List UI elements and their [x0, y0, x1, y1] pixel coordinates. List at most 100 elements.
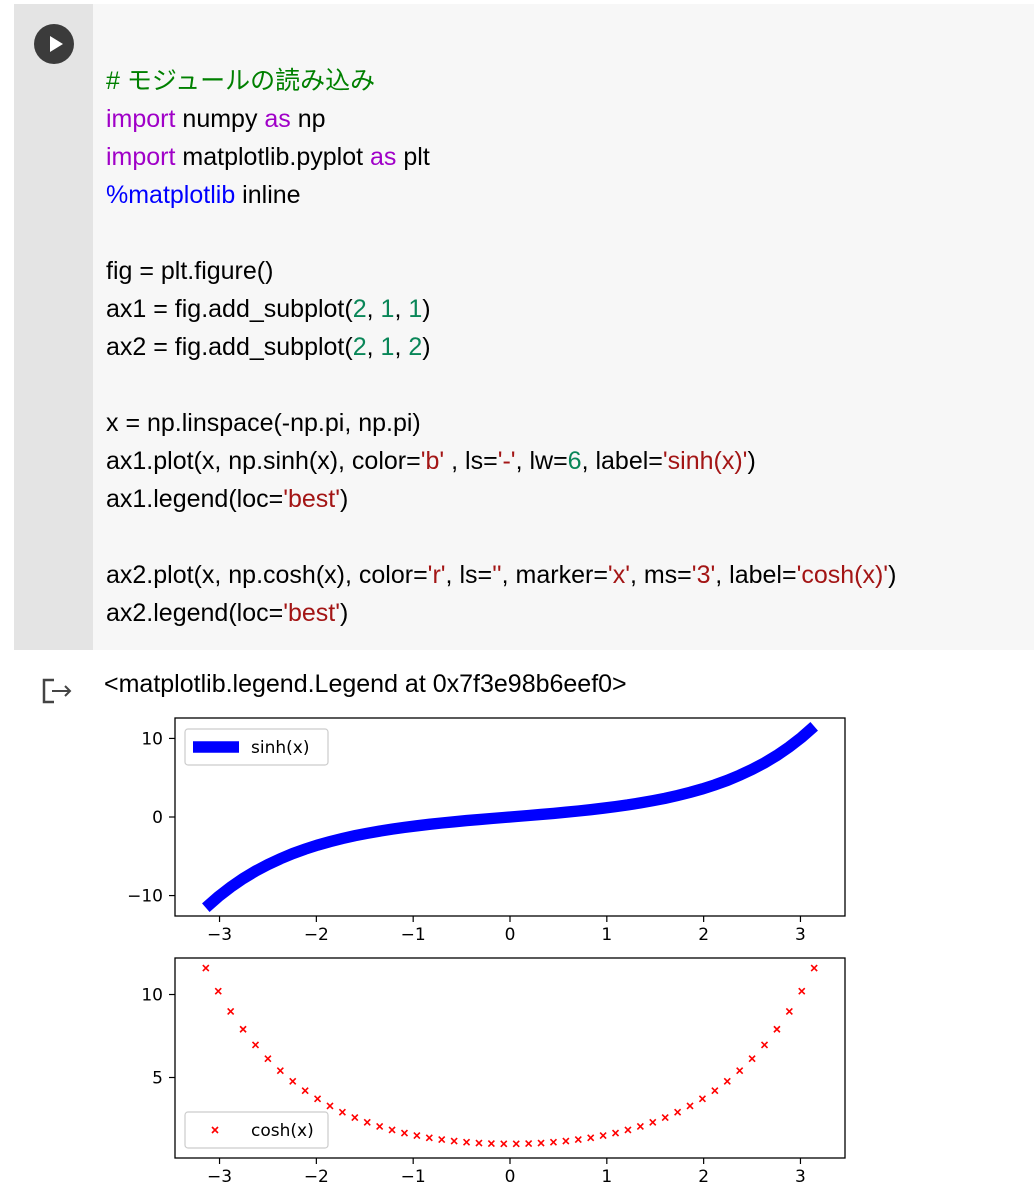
code-token: 2 [408, 333, 423, 361]
legend-marker-swatch [211, 1126, 219, 1134]
code-token: ax2.legend(loc= [106, 599, 284, 627]
cosh-data-point [413, 1132, 421, 1140]
cosh-data-point [487, 1140, 495, 1148]
cosh-data-point [214, 987, 222, 995]
cosh-data-point [537, 1139, 545, 1147]
cosh-data-point [313, 1095, 322, 1103]
code-token: 'b' [420, 447, 445, 475]
cosh-data-point [251, 1041, 260, 1049]
code-line: import matplotlib.pyplot as plt [106, 138, 896, 176]
code-token: ax2 = fig.add_subplot( [106, 333, 353, 361]
y-tick-label: −10 [127, 887, 163, 907]
cosh-data-point [425, 1134, 433, 1142]
cosh-data-point [512, 1140, 520, 1148]
x-tick-label: 1 [601, 1167, 612, 1187]
cosh-data-point [500, 1140, 508, 1148]
code-token: 'best' [283, 485, 341, 513]
code-line: x = np.linspace(-np.pi, np.pi) [106, 404, 896, 442]
code-token: numpy [175, 105, 265, 133]
code-token: 1 [380, 333, 395, 361]
cosh-data-point [599, 1132, 607, 1140]
cosh-data-point [810, 964, 818, 972]
code-token: ax2.plot(x, np.cosh(x), color= [106, 561, 428, 589]
legend-box [184, 728, 329, 766]
output-arrow-icon [42, 678, 72, 704]
code-line: import numpy as np [106, 100, 896, 138]
cosh-data-point [239, 1025, 247, 1033]
x-tick-label: 3 [795, 925, 806, 945]
cosh-data-point [376, 1122, 384, 1130]
cosh-data-point [798, 987, 806, 995]
output-text: <matplotlib.legend.Legend at 0x7f3e98b6e… [104, 670, 627, 698]
cosh-data-point [338, 1108, 346, 1116]
code-line [106, 214, 896, 252]
cosh-data-point [736, 1067, 744, 1075]
code-token: 2 [352, 295, 367, 323]
cosh-data-point [400, 1129, 409, 1137]
play-icon [50, 36, 63, 52]
code-cell[interactable]: # モジュールの読み込み import numpy as np import mat… [14, 4, 1034, 650]
cosh-data-point [574, 1136, 582, 1144]
cosh-data-point [438, 1136, 446, 1144]
code-token: , marker= [501, 561, 608, 589]
code-token: 'best' [283, 599, 341, 627]
code-token: %matplotlib [106, 181, 236, 209]
cosh-data-point [674, 1108, 682, 1116]
x-tick-label: −2 [304, 1167, 329, 1187]
cosh-data-point [686, 1102, 694, 1110]
x-tick-label: −3 [207, 925, 232, 945]
cosh-data-point [711, 1087, 719, 1095]
cosh-data-point [264, 1055, 272, 1063]
cosh-data-point [301, 1087, 309, 1095]
x-tick-label: 2 [698, 925, 709, 945]
y-tick-label: 10 [141, 986, 163, 1006]
code-token: ) [340, 485, 349, 513]
cosh-data-point [624, 1126, 632, 1134]
code-token: ax1.legend(loc= [106, 485, 284, 513]
code-token: ) [422, 295, 431, 323]
x-tick-label: 2 [698, 1167, 709, 1187]
code-token: '3' [691, 561, 716, 589]
y-tick-label: 0 [152, 808, 163, 828]
code-token: ) [422, 333, 431, 361]
code-line: # モジュールの読み込み [106, 62, 896, 100]
code-line: ax2 = fig.add_subplot(2, 1, 2) [106, 328, 896, 366]
legend-label: cosh(x) [251, 1121, 314, 1141]
code-token: '-' [497, 447, 516, 475]
code-token: 6 [567, 447, 582, 475]
code-line [106, 518, 896, 556]
code-token: ) [340, 599, 349, 627]
cosh-data-point [450, 1137, 458, 1145]
cosh-data-point [773, 1025, 781, 1033]
cosh-data-point [748, 1055, 756, 1063]
code-token: 'r' [427, 561, 446, 589]
code-line: ax2.plot(x, np.cosh(x), color='r', ls=''… [106, 556, 896, 594]
cosh-data-point [363, 1118, 371, 1126]
code-line: ax1.legend(loc='best') [106, 480, 896, 518]
code-editor[interactable]: # モジュールの読み込み import numpy as np import mat… [106, 62, 896, 632]
x-tick-label: 0 [505, 925, 516, 945]
x-tick-label: −1 [401, 925, 426, 945]
code-token: ax1.plot(x, np.sinh(x), color= [106, 447, 421, 475]
code-token: , ls= [445, 561, 493, 589]
run-cell-button[interactable] [34, 24, 74, 64]
code-token: as [264, 105, 291, 133]
code-token: matplotlib.pyplot [175, 143, 371, 171]
code-line [106, 366, 896, 404]
code-token: , [394, 333, 409, 361]
cosh-data-point [351, 1114, 359, 1122]
code-line: ax1 = fig.add_subplot(2, 1, 1) [106, 290, 896, 328]
code-line: %matplotlib inline [106, 176, 896, 214]
code-token: 'cosh(x)' [796, 561, 889, 589]
code-line: ax2.legend(loc='best') [106, 594, 896, 632]
cosh-data-point [525, 1140, 533, 1148]
cosh-data-point [475, 1139, 483, 1147]
cosh-data-point [202, 964, 210, 972]
cosh-data-point [636, 1122, 644, 1130]
code-token: ) [747, 447, 756, 475]
cosh-data-point [326, 1102, 334, 1110]
code-token: plt [396, 143, 430, 171]
cosh-data-point [661, 1114, 669, 1122]
cosh-data-point [276, 1067, 284, 1075]
